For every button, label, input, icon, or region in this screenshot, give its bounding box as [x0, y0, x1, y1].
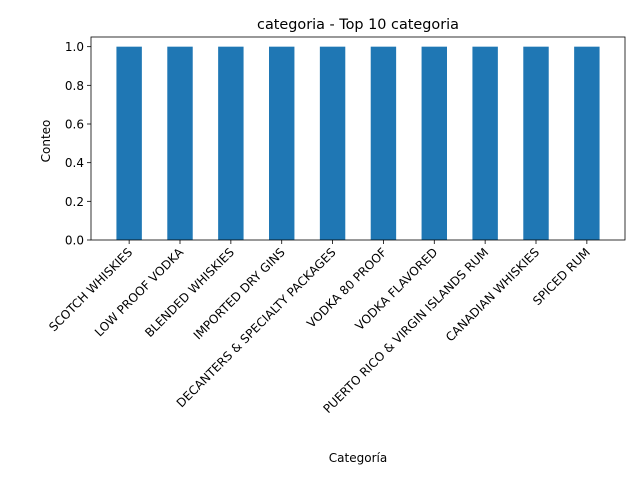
- y-tick-label: 1.0: [65, 40, 84, 54]
- x-axis-label: Categoría: [329, 451, 387, 465]
- y-tick-label: 0.0: [65, 234, 84, 248]
- plot-border: [90, 36, 626, 241]
- bar: [218, 46, 244, 240]
- bar: [574, 46, 600, 240]
- y-tick-label: 0.2: [65, 195, 84, 209]
- y-tick-label: 0.8: [65, 79, 84, 93]
- y-axis-label: Conteo: [39, 120, 53, 163]
- bar: [167, 46, 193, 240]
- x-tick-label: IMPORTED DRY GINS: [191, 245, 288, 342]
- bar: [523, 46, 549, 240]
- bar: [370, 46, 397, 240]
- bar: [319, 46, 346, 240]
- chart-title: categoria - Top 10 categoria: [257, 17, 459, 33]
- x-tick-label: BLENDED WHISKIES: [142, 245, 237, 340]
- x-tick-label: CANADIAN WHISKIES: [443, 245, 542, 344]
- y-tick-label: 0.6: [65, 118, 84, 132]
- y-axis: 0.0 0.2 0.4 0.6 0.8 1.0: [65, 40, 91, 248]
- y-tick-label: 0.4: [65, 156, 84, 170]
- bar: [421, 46, 447, 240]
- plot-frame: [90, 36, 626, 241]
- x-tick-label: SCOTCH WHISKIES: [46, 245, 135, 334]
- bar: [116, 46, 142, 240]
- bars-group: [116, 46, 600, 240]
- x-tick-label: LOW PROOF VODKA: [92, 245, 187, 340]
- bar: [472, 46, 498, 240]
- bar: [269, 46, 295, 240]
